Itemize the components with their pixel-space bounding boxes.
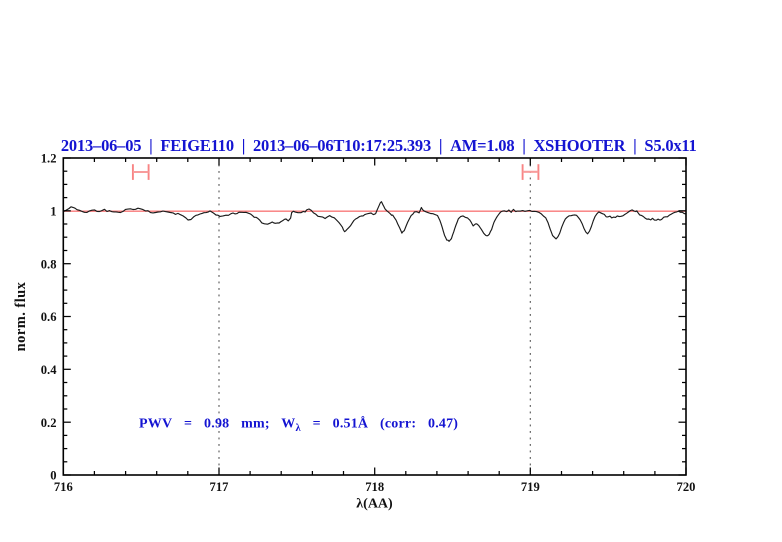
svg-text:0: 0 — [50, 469, 56, 483]
svg-text:0.6: 0.6 — [41, 310, 57, 324]
svg-text:norm. flux: norm. flux — [13, 281, 29, 351]
svg-text:719: 719 — [521, 480, 540, 494]
svg-text:λ(AA): λ(AA) — [356, 497, 393, 512]
svg-text:716: 716 — [54, 480, 73, 494]
svg-text:0.8: 0.8 — [41, 257, 57, 271]
svg-text:0.4: 0.4 — [41, 363, 57, 377]
svg-text:PWV = 0.98 mm; Wλ = 0.51: PWV = 0.98 mm; Wλ = 0.51Å (corr: 0.47) — [139, 416, 458, 435]
svg-text:2013–06–05 | FEIGE110 | 20: 2013–06–05 | FEIGE110 | 2013–06–06T10:17… — [61, 136, 697, 155]
svg-text:1.2: 1.2 — [41, 152, 57, 166]
svg-text:718: 718 — [365, 480, 384, 494]
svg-text:720: 720 — [677, 480, 696, 494]
svg-text:0.2: 0.2 — [41, 416, 57, 430]
svg-text:717: 717 — [210, 480, 229, 494]
svg-text:1: 1 — [50, 205, 56, 219]
